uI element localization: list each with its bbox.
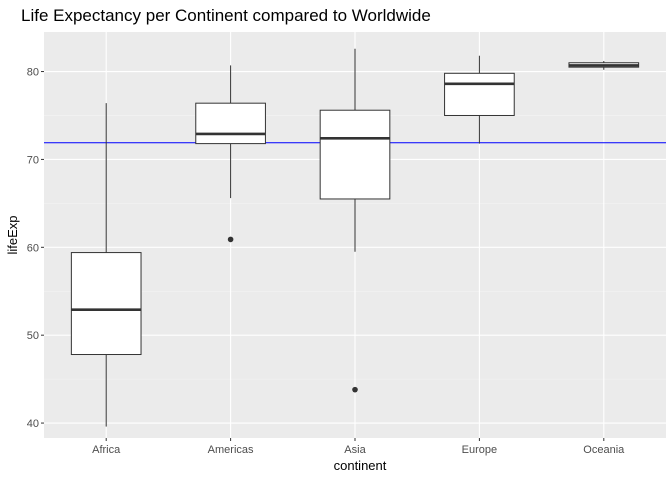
x-tick-label: Asia (344, 444, 366, 456)
iqr-box (444, 72, 515, 116)
box-oceania (568, 61, 640, 70)
x-axis: Africa Americas Asia Europe Oceania (92, 438, 625, 456)
iqr-box (70, 252, 142, 356)
y-tick-label: 80 (27, 67, 39, 79)
box-europe (444, 55, 515, 144)
box-asia (319, 48, 391, 393)
chart-title: Life Expectancy per Continent compared t… (21, 6, 431, 25)
x-axis-title: continent (334, 458, 387, 473)
boxes-group (70, 48, 640, 427)
box-africa (70, 103, 142, 427)
outlier-point (352, 386, 358, 393)
y-tick-label: 50 (27, 330, 39, 342)
y-tick-label: 40 (27, 418, 39, 430)
y-tick-label: 70 (27, 154, 39, 166)
x-tick-label: Europe (462, 444, 497, 456)
iqr-box (319, 109, 391, 200)
x-tick-label: Africa (92, 444, 121, 456)
box-americas (195, 65, 266, 243)
x-tick-label: Americas (208, 444, 254, 456)
iqr-box (195, 102, 266, 145)
outlier-point (227, 236, 234, 243)
y-axis: 40 50 60 70 80 (27, 67, 44, 430)
y-axis-title: lifeExp (5, 215, 20, 254)
y-tick-label: 60 (27, 242, 39, 254)
x-tick-label: Oceania (583, 444, 625, 456)
